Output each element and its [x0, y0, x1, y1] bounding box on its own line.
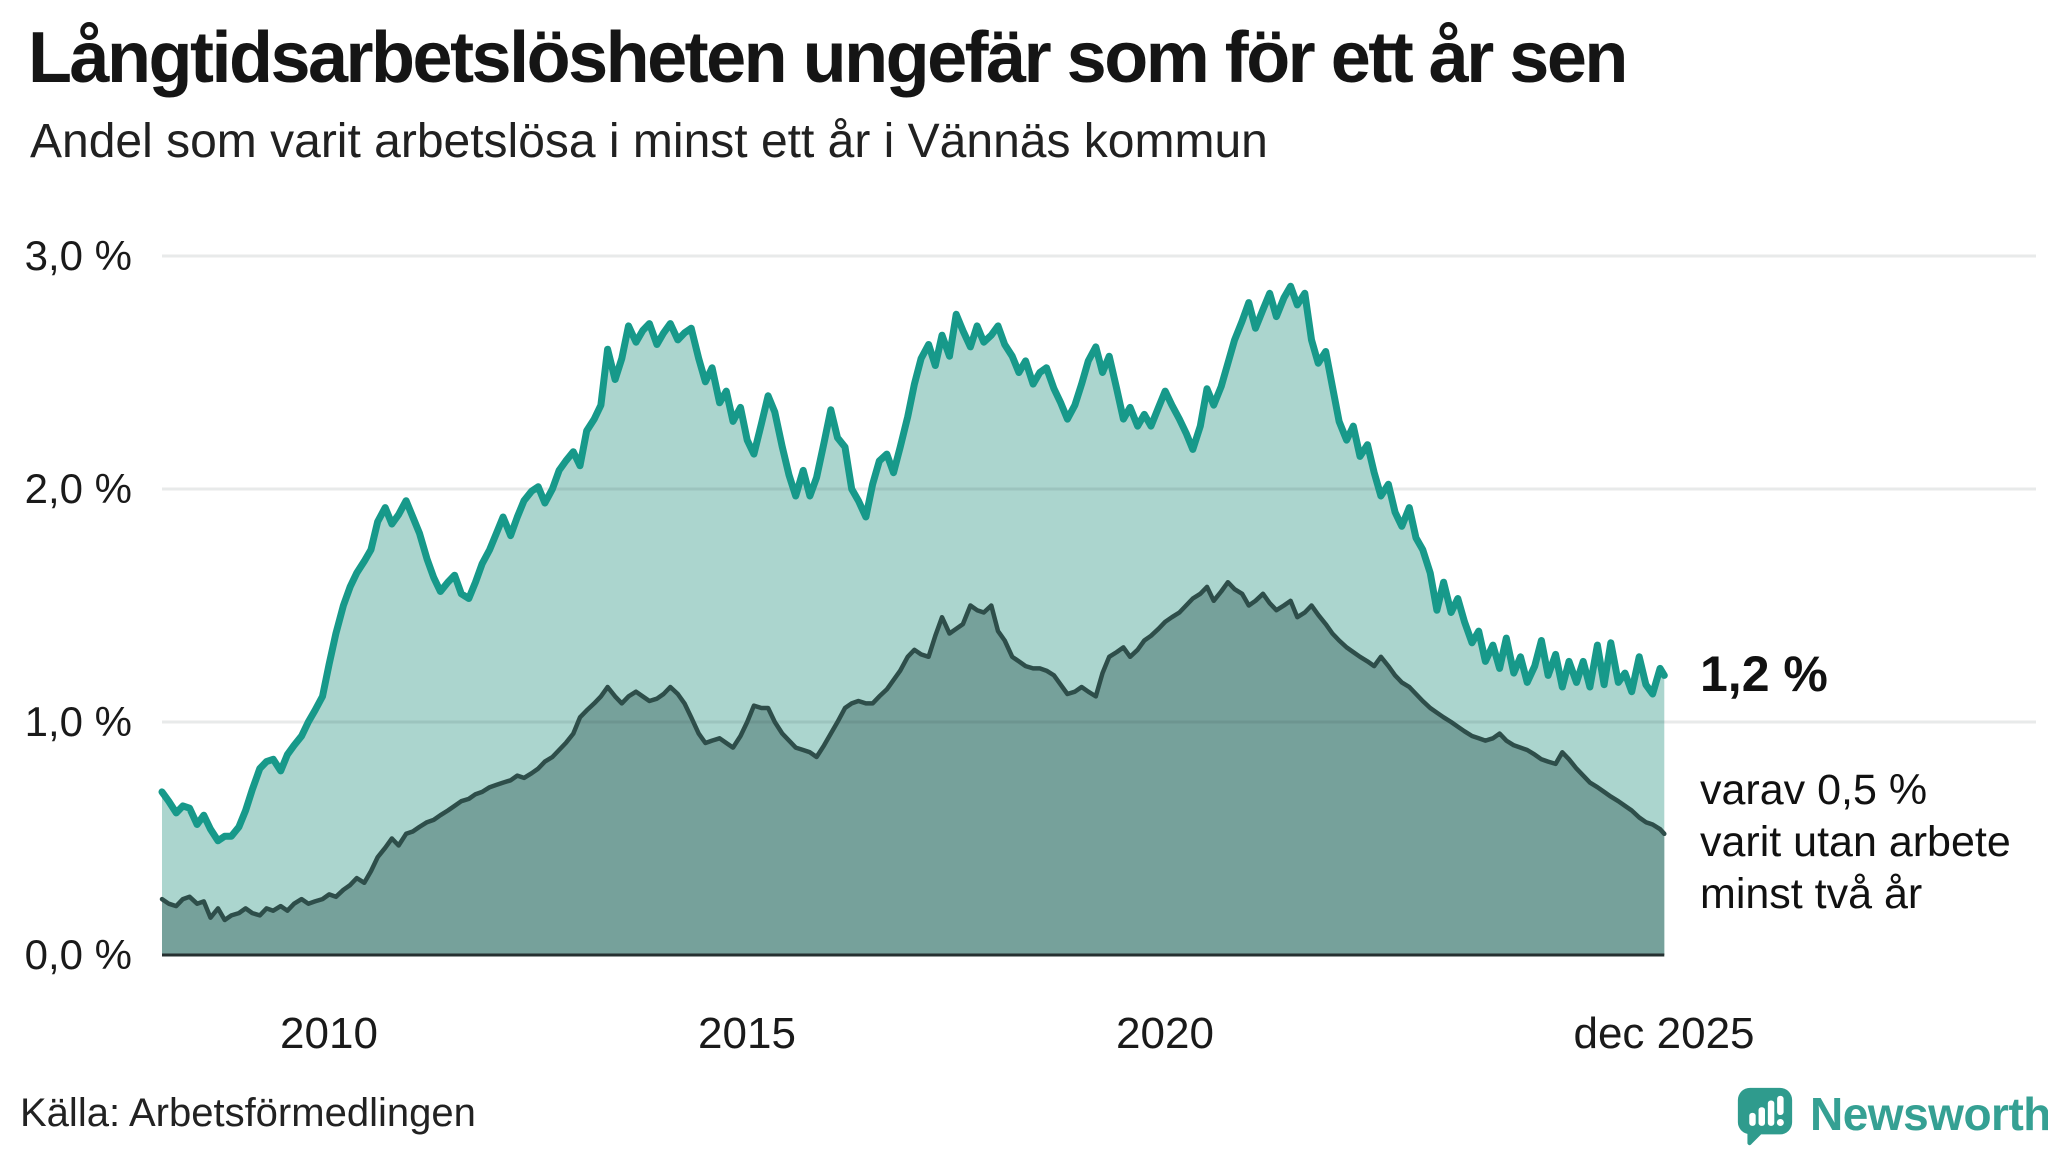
secondary-annotation-line2: varit utan arbete	[1700, 818, 2011, 866]
source-note: Källa: Arbetsförmedlingen	[20, 1091, 476, 1135]
exclamation-dot	[1776, 1119, 1784, 1126]
y-axis-label-3pct: 3,0 %	[24, 232, 132, 279]
y-axis-label-1pct: 1,0 %	[24, 698, 132, 745]
newsworthy-wordmark: Newsworthy	[1810, 1088, 2048, 1140]
x-axis-tick-2015: 2015	[698, 1009, 796, 1058]
secondary-annotation-line1: varav 0,5 %	[1700, 766, 1928, 814]
secondary-value-annotation: varav 0,5 % varit utan arbete minst två …	[1700, 764, 2011, 920]
newsworthy-logo: Newsworthy	[1734, 1080, 2048, 1148]
series-min-two-years-line	[159, 579, 1667, 923]
page-subtitle: Andel som varit arbetslösa i minst ett å…	[30, 115, 1268, 168]
series-min-two-years-area	[162, 582, 1665, 955]
y-axis-label-0pct: 0,0 %	[24, 931, 132, 978]
bar-2	[1758, 1107, 1765, 1126]
bar-chart-speech-bubble-icon	[1737, 1087, 1793, 1146]
bar-3	[1767, 1100, 1775, 1126]
bar-1	[1749, 1112, 1756, 1126]
x-axis-tick-dec-2025: dec 2025	[1573, 1009, 1755, 1058]
latest-value-annotation: 1,2 %	[1700, 646, 1828, 702]
series-min-one-year-line	[158, 282, 1668, 845]
x-axis-tick-2010: 2010	[280, 1009, 378, 1058]
page-title: Långtidsarbetslösheten ungefär som för e…	[28, 18, 1628, 98]
y-axis-label-2pct: 2,0 %	[24, 465, 132, 512]
exclamation-bar	[1777, 1095, 1784, 1115]
secondary-annotation-line3: minst två år	[1700, 870, 1923, 918]
x-axis-tick-2020: 2020	[1116, 1009, 1214, 1058]
